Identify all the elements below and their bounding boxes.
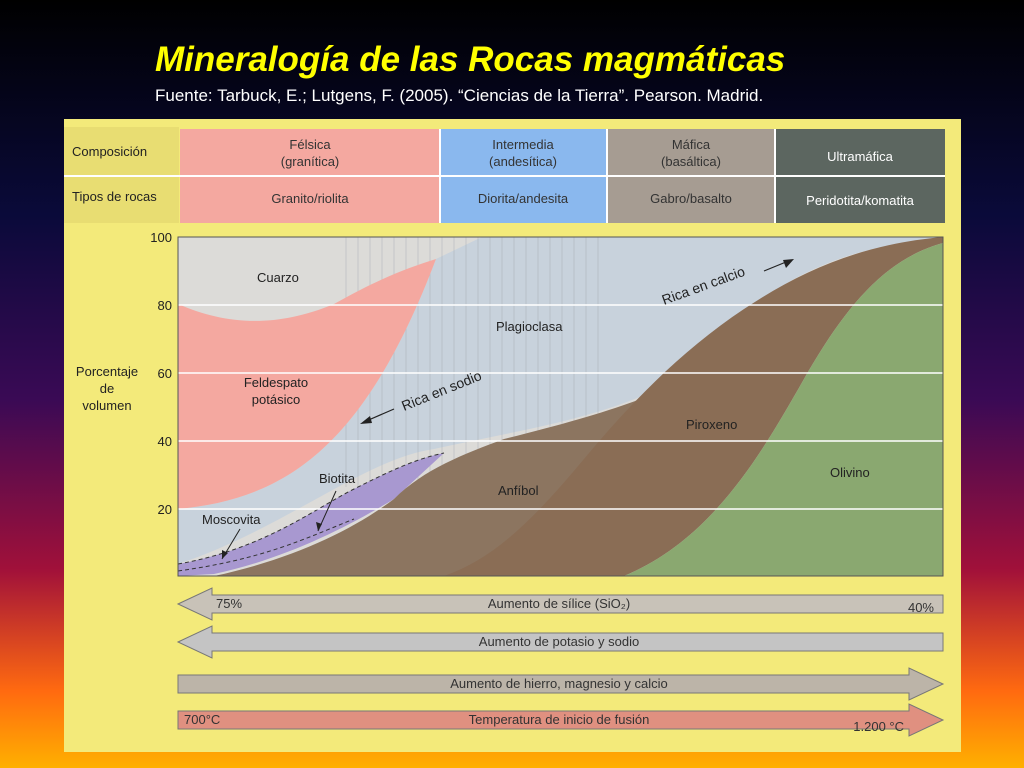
label-k-feldspar-line1: Feldespato: [244, 375, 308, 390]
y-tick-60: 60: [158, 366, 172, 381]
label-quartz: Cuarzo: [257, 270, 299, 285]
olivine-region: [624, 243, 943, 576]
rock-type-ultramafic: Peridotita/komatita: [806, 193, 914, 208]
potassium-sodium-label: Aumento de potasio y sodio: [479, 634, 639, 649]
y-axis-label-line3: volumen: [82, 398, 131, 413]
pyroxene-region: [444, 237, 943, 576]
header-table: Composición Tipos de rocas Félsica (gran…: [64, 127, 945, 223]
y-axis-label-line1: Porcentaje: [76, 364, 138, 379]
silica-right-value: 40%: [908, 600, 934, 615]
composition-intermediate-line1: Intermedia: [492, 137, 554, 152]
temperature-left-value: 700°C: [184, 712, 220, 727]
silica-left-value: 75%: [216, 596, 242, 611]
temperature-right-value: 1.200 °C: [853, 719, 904, 734]
potassium-sodium-arrow: [176, 625, 944, 659]
mineralogy-diagram: Composición Tipos de rocas Félsica (gran…: [64, 119, 961, 752]
iron-magnesium-calcium-arrow: [177, 667, 945, 701]
source-citation: Fuente: Tarbuck, E.; Lutgens, F. (2005).…: [155, 86, 764, 105]
k-feldspar-region: [178, 259, 436, 509]
label-k-feldspar-line2: potásico: [252, 392, 300, 407]
muscovite-pointer-head: [222, 550, 228, 559]
row-label-rock-types: Tipos de rocas: [72, 189, 157, 204]
calcium-rich-arrow-head: [783, 259, 794, 268]
y-tick-100: 100: [150, 230, 172, 245]
diagram-canvas: Composición Tipos de rocas Félsica (gran…: [64, 127, 945, 737]
y-tick-40: 40: [158, 434, 172, 449]
biotite-region: [178, 453, 444, 576]
iron-magnesium-calcium-label: Aumento de hierro, magnesio y calcio: [450, 676, 668, 691]
calcium-rich-arrow-shaft: [763, 261, 787, 272]
biotite-dashed-boundary: [178, 452, 445, 565]
composition-felsic-line2: (granítica): [281, 154, 340, 169]
composition-intermediate-line2: (andesítica): [489, 154, 557, 169]
composition-mafic-line1: Máfica: [672, 137, 711, 152]
y-tick-20: 20: [158, 502, 172, 517]
label-pyroxene: Piroxeno: [686, 417, 737, 432]
mineral-chart: 100 80 60 40 20 Porcentaje de volumen Cu…: [76, 230, 944, 577]
composition-ultramafic: Ultramáfica: [827, 149, 894, 164]
temperature-label: Temperatura de inicio de fusión: [469, 712, 650, 727]
rock-type-intermediate: Diorita/andesita: [478, 191, 569, 206]
label-muscovite: Moscovita: [202, 512, 261, 527]
label-amphibole: Anfíbol: [498, 483, 539, 498]
label-biotite: Biotita: [319, 471, 356, 486]
label-plagioclase: Plagioclasa: [496, 319, 563, 334]
rock-type-felsic: Granito/riolita: [271, 191, 349, 206]
page-title: Mineralogía de las Rocas magmáticas: [155, 40, 786, 79]
silica-arrow: [176, 587, 944, 621]
rock-type-mafic: Gabro/basalto: [650, 191, 732, 206]
trend-arrows: 75% Aumento de sílice (SiO₂) 40% Aumento…: [176, 587, 945, 737]
biotite-pointer-head: [316, 522, 322, 531]
muscovite-boundary: [178, 518, 355, 572]
temperature-arrow: [177, 703, 945, 737]
y-tick-80: 80: [158, 298, 172, 313]
label-olivine: Olivino: [830, 465, 870, 480]
silica-label: Aumento de sílice (SiO₂): [488, 596, 630, 611]
row-label-composition: Composición: [72, 144, 147, 159]
chart-frame: [177, 236, 944, 577]
composition-mafic-line2: (basáltica): [661, 154, 721, 169]
composition-felsic-line1: Félsica: [289, 137, 331, 152]
y-axis-label-line2: de: [100, 381, 114, 396]
sodium-rich-arrow-head: [360, 416, 372, 424]
